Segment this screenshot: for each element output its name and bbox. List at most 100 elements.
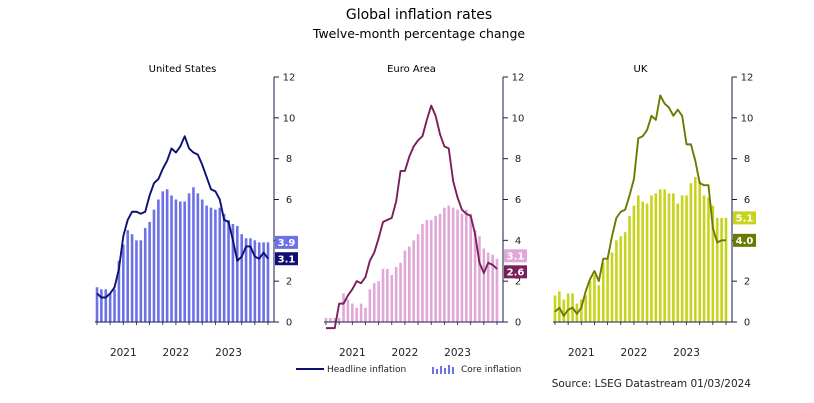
x-year-label: 2021	[339, 347, 366, 359]
core-bar	[130, 234, 134, 322]
core-bar	[253, 240, 257, 322]
core-bar	[205, 205, 208, 323]
core-bar	[196, 193, 200, 323]
core-bar	[135, 240, 138, 322]
core-bar	[209, 207, 213, 322]
core-bar	[117, 260, 121, 322]
y-tick-label: 4	[515, 236, 521, 247]
core-value-badge: 5.1	[733, 211, 756, 224]
core-bar	[214, 209, 217, 322]
core-value-badge: 3.1	[504, 249, 527, 262]
core-bar	[580, 299, 583, 322]
core-bar	[403, 250, 407, 322]
core-bar	[593, 275, 596, 322]
core-bar	[495, 258, 499, 322]
core-bar	[460, 213, 464, 322]
figure-subtitle: Twelve-month percentage change	[312, 26, 526, 41]
core-bar	[615, 240, 618, 322]
headline-line	[326, 104, 498, 330]
core-bar	[641, 201, 644, 322]
core-bar	[324, 317, 328, 322]
x-year-label: 2023	[215, 347, 242, 359]
core-bar	[672, 193, 675, 323]
core-bar	[676, 203, 680, 322]
core-bar	[667, 193, 671, 323]
core-bar	[663, 189, 666, 322]
core-bar	[192, 187, 195, 322]
core-bar	[165, 189, 169, 322]
core-bar	[100, 289, 103, 322]
core-bar	[482, 248, 486, 322]
y-tick-label: 8	[286, 154, 292, 165]
x-year-label: 2022	[621, 347, 648, 359]
core-bar	[473, 230, 477, 323]
core-bar	[486, 252, 490, 322]
core-bar	[399, 262, 402, 322]
core-bar	[249, 238, 252, 322]
core-bar	[218, 207, 222, 322]
core-bar	[240, 234, 243, 322]
legend: Headline inflation Core inflation	[296, 365, 521, 375]
core-bar	[588, 281, 592, 322]
core-bar	[491, 254, 494, 323]
panel-uk: UK0246810122021202220235.14.0	[553, 64, 756, 359]
y-tick-label: 12	[741, 73, 754, 84]
core-bar	[244, 238, 248, 322]
core-bar	[183, 201, 186, 322]
core-bar	[421, 224, 424, 322]
core-bar	[368, 289, 372, 322]
core-bar	[152, 209, 156, 322]
core-bar	[711, 205, 715, 323]
core-bar	[408, 246, 411, 322]
core-bar	[257, 242, 261, 323]
core-bar	[584, 295, 587, 322]
headline-line	[96, 135, 269, 299]
y-tick-label: 8	[515, 154, 521, 165]
core-bar	[359, 303, 363, 323]
panel-united-states: United States0246810122021202220233.93.1	[95, 64, 298, 359]
core-bar	[174, 199, 178, 322]
headline-value-badge: 2.6	[504, 265, 527, 278]
x-year-label: 2021	[568, 347, 595, 359]
y-tick-label: 8	[744, 154, 750, 165]
core-bar	[724, 217, 728, 323]
core-bar	[108, 293, 112, 322]
y-tick-label: 10	[283, 113, 296, 124]
y-tick-label: 6	[515, 195, 521, 206]
core-bar	[381, 268, 385, 322]
y-tick-label: 12	[283, 73, 296, 84]
panel-euro-area: Euro Area 0 2 4 6 8 10 12 2021 2022 2023 3.1 2.6	[324, 64, 527, 359]
core-bar	[337, 317, 341, 322]
core-bar	[333, 317, 337, 322]
core-bar	[377, 281, 380, 322]
core-bar	[443, 207, 446, 322]
core-bar	[425, 219, 429, 322]
core-bar	[148, 221, 151, 322]
legend-core-label: Core inflation	[461, 365, 521, 375]
core-bar	[685, 195, 688, 322]
badge-text: 3.9	[278, 238, 296, 249]
core-bar	[236, 226, 239, 322]
core-bar	[707, 197, 710, 322]
core-bar	[386, 268, 389, 322]
core-bar	[416, 234, 420, 322]
y-tick-label: 12	[512, 73, 525, 84]
core-bar	[222, 213, 226, 322]
y-tick-label: 0	[515, 318, 521, 329]
panel-title-euro-area: Euro Area	[387, 64, 436, 75]
panel-title-uk: UK	[634, 64, 648, 75]
core-bar	[200, 199, 204, 322]
core-bar	[157, 199, 160, 322]
core-bar	[702, 195, 706, 322]
core-bar	[619, 236, 623, 322]
x-year-label: 2023	[673, 347, 700, 359]
core-bar	[429, 219, 433, 322]
core-bar	[566, 293, 570, 322]
core-bar	[231, 224, 235, 322]
badge-text: 4.0	[736, 236, 754, 247]
core-bar	[434, 215, 437, 322]
core-bar	[562, 299, 566, 322]
core-bar	[469, 213, 472, 322]
core-bar	[438, 213, 442, 322]
core-bar	[329, 317, 332, 322]
